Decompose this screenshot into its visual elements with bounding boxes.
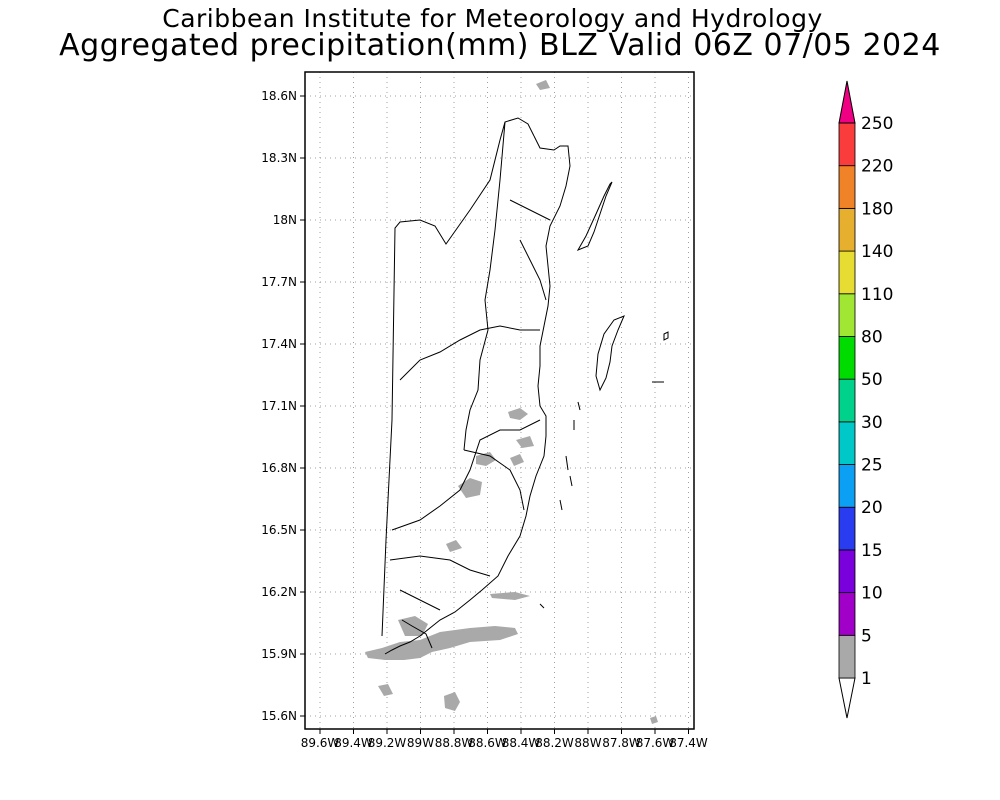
lighthouse-reef xyxy=(663,331,669,341)
caye-6 xyxy=(559,499,563,511)
precip-area-belize-2 xyxy=(516,436,534,448)
lat-tick-label: 18N xyxy=(273,213,297,227)
colorbar-level-label: 25 xyxy=(861,456,883,476)
caye-4 xyxy=(565,455,569,471)
district-line-1 xyxy=(399,325,540,381)
precip-area-toledo xyxy=(446,540,462,552)
title-product: Aggregated precipitation(mm) BLZ Valid 0… xyxy=(59,28,941,63)
district-line-7 xyxy=(519,239,547,301)
precip-area-stann-2 xyxy=(476,452,496,466)
colorbar-swatch xyxy=(838,336,856,380)
colorbar-level-label: 250 xyxy=(861,114,893,134)
district-line-8 xyxy=(509,199,551,221)
lat-tick-label: 17.1N xyxy=(261,399,297,413)
precip-area-north xyxy=(536,80,550,90)
district-line-6 xyxy=(463,449,525,511)
colorbar-swatch xyxy=(838,207,856,252)
precip-area-small-1 xyxy=(444,692,460,711)
colorbar-swatch xyxy=(838,293,856,337)
caye-2 xyxy=(577,401,581,411)
colorbar-swatch xyxy=(838,250,856,295)
lat-tick-label: 15.9N xyxy=(261,647,297,661)
colorbar-level-label: 50 xyxy=(861,370,883,390)
colorbar-level-label: 5 xyxy=(861,626,872,646)
colorbar-swatch xyxy=(838,634,856,679)
colorbar-below-arrow xyxy=(838,677,856,719)
lon-tick-label: 88.6W xyxy=(468,736,507,750)
colorbar-swatch xyxy=(838,165,856,209)
lat-tick-label: 18.6N xyxy=(261,89,297,103)
lon-tick-label: 89.6W xyxy=(301,736,340,750)
ambergris-caye xyxy=(576,181,613,251)
western-border xyxy=(381,117,535,637)
precip-area-south-coast xyxy=(365,626,518,660)
country-outline xyxy=(381,117,571,655)
lon-tick-label: 89W xyxy=(407,736,434,750)
lon-tick-label: 87.8W xyxy=(602,736,641,750)
lon-tick-label: 88W xyxy=(574,736,601,750)
district-line-5 xyxy=(389,555,491,577)
colorbar-level-label: 20 xyxy=(861,498,883,518)
colorbar-swatch xyxy=(838,592,856,636)
lon-tick-label: 88.8W xyxy=(435,736,474,750)
lat-tick-label: 17.7N xyxy=(261,275,297,289)
colorbar-level-label: 30 xyxy=(861,413,883,433)
precip-area-small-2 xyxy=(378,684,393,696)
colorbar-level-label: 180 xyxy=(861,199,893,219)
lat-tick-label: 16.8N xyxy=(261,461,297,475)
lat-tick-label: 18.3N xyxy=(261,151,297,165)
precip-shading xyxy=(365,80,658,724)
colorbar-level-label: 110 xyxy=(861,285,893,305)
precip-area-stann-3 xyxy=(510,454,524,466)
precip-area-gulf xyxy=(490,592,530,600)
colorbar-swatch xyxy=(838,378,856,423)
plot-frame xyxy=(304,71,695,730)
district-line-4 xyxy=(391,419,541,531)
lon-tick-label: 89.4W xyxy=(334,736,373,750)
colorbar-level-label: 1 xyxy=(861,669,872,689)
lon-tick-label: 87.6W xyxy=(636,736,675,750)
district-line-3 xyxy=(463,329,489,451)
colorbar-swatch xyxy=(838,549,856,594)
colorbar-above-arrow xyxy=(838,80,856,124)
title-institute: Caribbean Institute for Meteorology and … xyxy=(162,4,823,33)
precip-area-stann-1 xyxy=(458,478,482,498)
colorbar-swatch xyxy=(838,464,856,508)
turneffe-atoll xyxy=(595,315,625,392)
lon-tick-label: 88.4W xyxy=(502,736,541,750)
lat-tick-label: 16.2N xyxy=(261,585,297,599)
precip-area-belize-1 xyxy=(508,408,528,420)
lon-tick-label: 88.2W xyxy=(535,736,574,750)
belize-coastline xyxy=(384,135,571,655)
district-line-10 xyxy=(401,619,433,649)
lon-tick-label: 89.2W xyxy=(368,736,407,750)
colorbar-swatch xyxy=(838,421,856,465)
district-line-2 xyxy=(484,121,506,331)
lon-tick-label: 87.4W xyxy=(669,736,708,750)
lat-tick-label: 16.5N xyxy=(261,523,297,537)
caye-5 xyxy=(569,475,573,487)
colorbar-level-label: 15 xyxy=(861,541,883,561)
district-line-9 xyxy=(399,589,441,611)
colorbar-level-label: 10 xyxy=(861,584,883,604)
islands xyxy=(539,181,669,609)
lat-tick-label: 15.6N xyxy=(261,709,297,723)
colorbar-level-label: 80 xyxy=(861,327,883,347)
lat-tick-label: 17.4N xyxy=(261,337,297,351)
precip-area-speck xyxy=(650,716,658,724)
caye-7 xyxy=(539,603,545,609)
colorbar-level-label: 220 xyxy=(861,157,893,177)
colorbar-swatch xyxy=(838,506,856,551)
colorbar-swatch xyxy=(838,122,856,167)
colorbar-level-label: 140 xyxy=(861,242,893,262)
